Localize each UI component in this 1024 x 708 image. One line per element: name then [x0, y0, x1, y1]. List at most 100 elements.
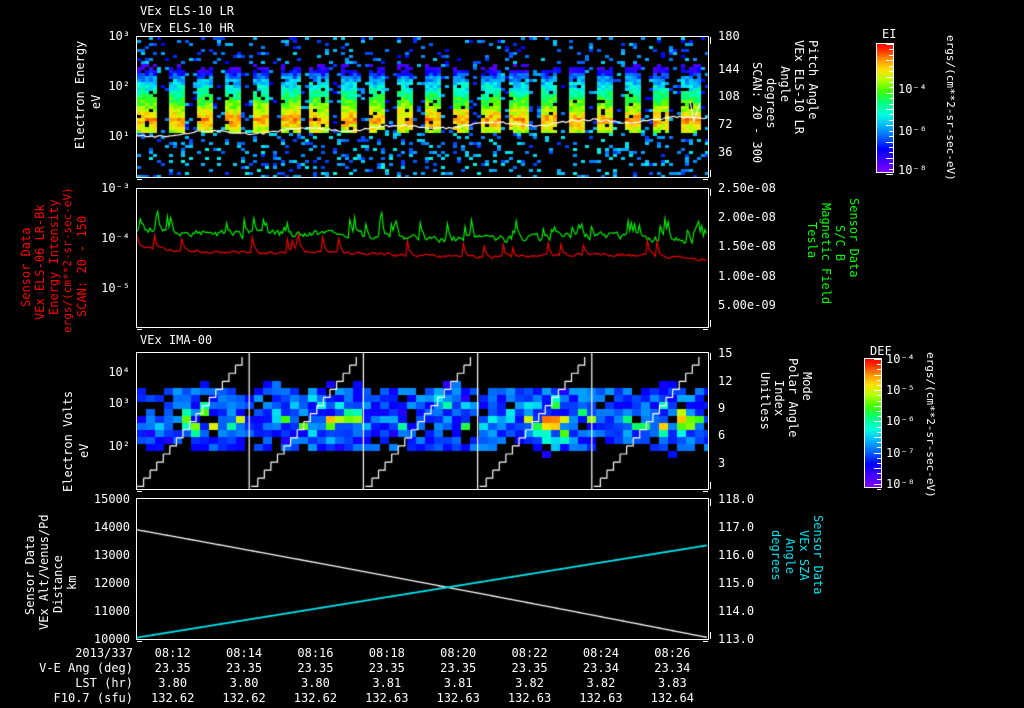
- colorbar-tick: [874, 374, 881, 376]
- colorbar-tick: [874, 452, 881, 454]
- panel4-rtick-5: 113.0: [718, 632, 755, 646]
- colorbar-tick: [886, 125, 893, 127]
- panel2-left-label-4: SCAN: 20 - 150: [75, 215, 89, 317]
- axis-tick: [703, 491, 708, 492]
- panel2-left-label-1: VEx ELS-06 LR-Bk: [33, 204, 47, 320]
- panel2-timeseries-canvas: [137, 189, 708, 327]
- colorbar-tick: [874, 359, 881, 360]
- colorbar-tick: [889, 98, 893, 100]
- colorbar-tick: [877, 442, 881, 444]
- colorbar-tick: [877, 478, 881, 480]
- axis-tick: [710, 37, 711, 44]
- colorbar-tick: [889, 168, 893, 170]
- panel4-rtick-3: 115.0: [718, 576, 755, 590]
- axis-tick: [710, 170, 711, 177]
- panel2-left-label-0: Sensor Data: [19, 227, 33, 307]
- colorbar-tick: [889, 136, 893, 138]
- time-row-cell: 08:26: [654, 646, 691, 660]
- panel2-rtick-4: 5.00e-09: [718, 298, 776, 312]
- panel4-timeseries-canvas: [137, 499, 708, 639]
- panel4-right-label-0: Sensor Data: [811, 515, 825, 595]
- colorbar-tick: [889, 146, 893, 148]
- time-row-cell: 08:22: [511, 646, 548, 660]
- panel2-rtick-1: 2.00e-08: [718, 210, 776, 224]
- ve-ang-row-cell: 23.35: [368, 661, 405, 675]
- colorbar-tick: [889, 152, 893, 154]
- f107-row-cell: 132.63: [365, 691, 409, 705]
- panel3-rtick-1: 12: [718, 374, 733, 388]
- panel1-colorbar-unit: ergs/(cm**2-sr-sec-eV): [944, 35, 957, 181]
- panel4-left-label-0: Sensor Data: [23, 535, 37, 615]
- panel1-right-label-2: Angle: [778, 66, 792, 103]
- axis-tick: [710, 499, 711, 506]
- panel1-cbtick-0: 10⁻⁴: [898, 82, 927, 96]
- panel1-cbtick-2: 10⁻⁸: [898, 163, 927, 177]
- colorbar-tick: [886, 157, 893, 159]
- lst-row-cell: 3.83: [657, 676, 687, 690]
- panel3-colorbar-title: DEF: [870, 344, 892, 358]
- f107-row-cell: 132.62: [151, 691, 195, 705]
- lst-row-cell: 3.80: [229, 676, 259, 690]
- table-row-label: V-E Ang (deg): [39, 661, 133, 675]
- panel1-ytick-1: 10²: [108, 79, 130, 93]
- colorbar-tick: [874, 437, 881, 438]
- axis-tick: [137, 641, 142, 642]
- colorbar-tick: [889, 114, 893, 116]
- panel1-rtick-4: 36: [718, 145, 733, 159]
- panel4-rtick-4: 114.0: [718, 604, 755, 618]
- ve-ang-row-cell: 23.35: [154, 661, 191, 675]
- panel2-ytick-0: 10⁻³: [101, 181, 130, 195]
- panel4-rtick-2: 116.0: [718, 548, 755, 562]
- panel1-right-label-1: VEx ELS-10 LR: [792, 40, 806, 134]
- colorbar-tick: [877, 385, 881, 386]
- axis-tick: [710, 320, 711, 327]
- panel3-rtick-2: 9: [718, 401, 726, 415]
- time-row-cell: 08:24: [582, 646, 619, 660]
- panel3-rtick-4: 3: [718, 456, 726, 470]
- colorbar-tick: [889, 87, 893, 89]
- panel3-cbtick-2: 10⁻⁶: [886, 414, 915, 428]
- colorbar-tick: [889, 49, 893, 51]
- colorbar-tick: [889, 65, 893, 67]
- colorbar-tick: [877, 379, 881, 381]
- panel1-rtick-1: 144: [718, 62, 740, 76]
- panel4-right-label-3: degrees: [769, 530, 783, 581]
- colorbar-tick: [877, 463, 881, 464]
- panel4-left-label-1: VEx Alt/Venus/Pd: [37, 514, 51, 630]
- ve-ang-row-cell: 23.34: [654, 661, 691, 675]
- axis-tick: [710, 353, 711, 360]
- colorbar-tick: [877, 447, 881, 449]
- lst-row-cell: 3.80: [158, 676, 188, 690]
- colorbar-tick: [889, 81, 893, 83]
- panel1-spectrogram-canvas: [137, 37, 708, 177]
- table-row-label: F10.7 (sfu): [53, 691, 133, 705]
- panel2-rtick-0: 2.50e-08: [718, 181, 776, 195]
- colorbar-tick: [874, 390, 881, 392]
- colorbar-tick: [886, 44, 893, 45]
- panel4-right-label-2: Angle: [783, 538, 797, 575]
- panel3-rtick-3: 6: [718, 428, 726, 442]
- panel4-ytick-2: 13000: [93, 548, 130, 562]
- time-row-cell: 08:20: [440, 646, 477, 660]
- panel4-right-label-1: VEx SZA: [797, 530, 811, 581]
- panel1-right-label-4: SCAN: 20 - 300: [750, 62, 764, 164]
- panel3-ytick-1: 10³: [108, 396, 130, 410]
- panel2-right-label-2: Magnetic Field: [819, 203, 833, 305]
- panel3-right-label-3: Unitless: [758, 372, 772, 430]
- colorbar-tick: [886, 174, 893, 175]
- panel1-right-label-3: degrees: [764, 78, 778, 129]
- panel1-rtick-3: 72: [718, 117, 733, 131]
- colorbar-tick: [889, 130, 893, 132]
- panel1-rtick-2: 108: [718, 89, 740, 103]
- colorbar-tick: [886, 76, 893, 78]
- colorbar-tick: [877, 489, 881, 490]
- panel2-right-label-1: S/C B: [833, 225, 847, 262]
- colorbar-tick: [874, 421, 881, 423]
- axis-tick: [137, 179, 142, 180]
- lst-row-cell: 3.81: [372, 676, 402, 690]
- colorbar-tick: [886, 92, 893, 94]
- panel3-cbtick-1: 10⁻⁵: [886, 383, 915, 397]
- panel4-ytick-4: 11000: [93, 604, 130, 618]
- f107-row-cell: 132.63: [436, 691, 480, 705]
- panel3-title: VEx IMA-00: [140, 333, 213, 347]
